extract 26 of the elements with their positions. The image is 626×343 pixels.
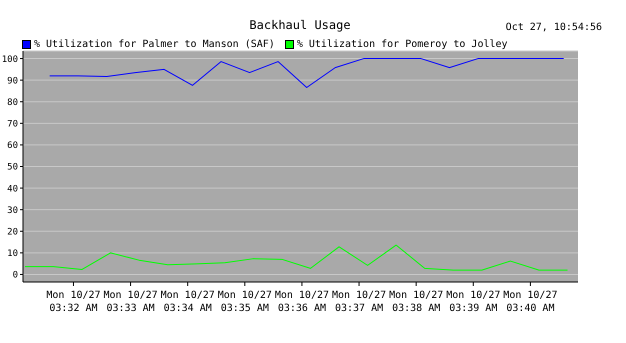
y-tick-label: 30 <box>7 206 18 216</box>
legend-label: % Utilization for Pomeroy to Jolley <box>296 39 508 50</box>
y-tick-label: 70 <box>7 120 18 130</box>
x-tick-label: Mon 10/27 03:40 AM <box>503 290 558 314</box>
y-tick-label: 60 <box>7 141 18 152</box>
line-series <box>24 244 568 271</box>
y-tick-label: 50 <box>7 162 18 173</box>
y-tick-label: 40 <box>7 184 18 194</box>
text: Oct 27, 10:54:56 <box>506 22 602 33</box>
chart-title: Backhaul Usage <box>249 18 351 32</box>
y-tick-label: 80 <box>7 98 18 108</box>
y-tick-label: 100 <box>2 54 18 65</box>
y-tick-label: 90 <box>7 76 18 86</box>
x-tick-label: Mon 10/27 03:36 AM <box>274 290 330 314</box>
x-tick-label: Mon 10/27 03:38 AM <box>389 290 444 314</box>
x-tick-label: Mon 10/27 03:34 AM <box>160 290 215 314</box>
x-tick-label: Mon 10/27 03:39 AM <box>446 290 500 314</box>
x-tick-label: Mon 10/27 03:37 AM <box>332 290 386 314</box>
y-tick-label: 20 <box>7 227 18 238</box>
x-tick-label: Mon 10/27 03:32 AM <box>46 290 101 314</box>
x-tick-label: Mon 10/27 03:35 AM <box>218 290 272 314</box>
legend-label: % Utilization for Palmer to Manson (SAF) <box>34 39 275 50</box>
y-tick-label: 10 <box>7 249 18 260</box>
y-tick-label: 0 <box>12 270 18 281</box>
line-series <box>49 58 564 88</box>
x-tick-label: Mon 10/27 03:33 AM <box>103 290 158 314</box>
